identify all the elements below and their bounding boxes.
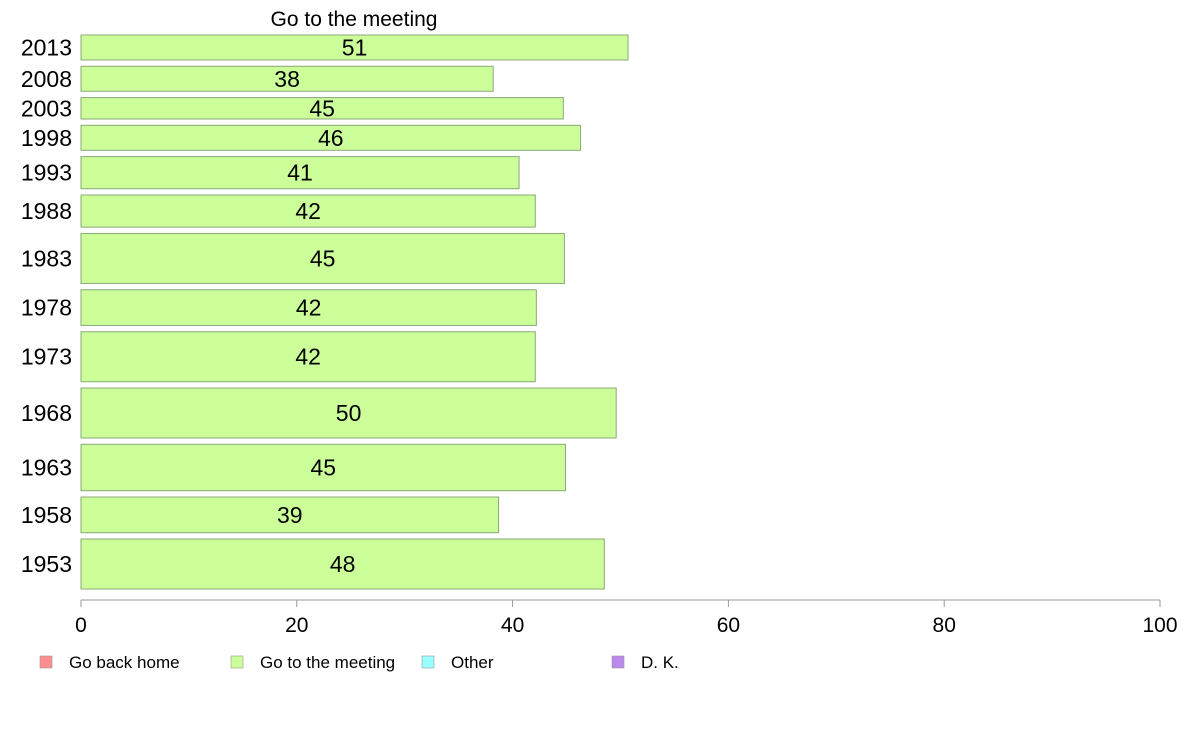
bar-value-label-1993: 41 — [287, 160, 313, 186]
y-axis-labels: 2013 2008 2003 1998 1993 1988 1983 1978 1973 1968… — [21, 34, 72, 577]
bar-value-label-1963: 45 — [310, 455, 336, 481]
bar-1953 — [80, 538, 605, 590]
y-tick-label-1968: 1968 — [21, 400, 72, 426]
bar-2003 — [80, 97, 564, 120]
bar-value-label-1988: 42 — [295, 198, 321, 224]
y-tick-label-1998: 1998 — [21, 125, 72, 151]
legend-swatch — [611, 655, 625, 669]
y-tick-label-2003: 2003 — [21, 95, 72, 121]
bar-value-label-2008: 38 — [274, 66, 300, 92]
bar-1993 — [80, 156, 520, 190]
y-tick-label-1988: 1988 — [21, 198, 72, 224]
bar-value-label-1953: 48 — [330, 551, 356, 577]
bar-1963 — [80, 443, 566, 492]
bar-value-label-2013: 51 — [342, 34, 368, 60]
y-tick-label-1958: 1958 — [21, 502, 72, 528]
x-axis: 0 20 40 60 80 100 — [75, 599, 1178, 637]
legend-swatch — [39, 655, 53, 669]
bar-1968 — [80, 387, 617, 439]
y-tick-label-1973: 1973 — [21, 344, 72, 370]
legend-swatch — [421, 655, 435, 669]
legend-swatch — [230, 655, 244, 669]
legend-label: Go back home — [69, 653, 180, 672]
x-tick-label: 80 — [933, 614, 956, 637]
x-tick-label: 40 — [501, 614, 524, 637]
bar-value-label-1998: 46 — [318, 125, 344, 151]
bar-1973 — [80, 331, 536, 383]
chart-title: Go to the meeting — [271, 8, 438, 31]
bar-value-label-2003: 45 — [309, 95, 335, 121]
bar-value-label-1958: 39 — [277, 502, 303, 528]
bar-value-label-1973: 42 — [295, 344, 321, 370]
bar-1998 — [80, 124, 582, 151]
bar-2008 — [80, 65, 494, 92]
bar-value-label-1983: 45 — [310, 245, 336, 271]
x-tick-label: 100 — [1142, 614, 1177, 637]
x-tick-label: 20 — [285, 614, 308, 637]
y-tick-label-1993: 1993 — [21, 160, 72, 186]
bar-1983 — [80, 232, 565, 284]
legend-label: D. K. — [641, 653, 679, 672]
bar-1958 — [80, 496, 500, 534]
bar-2013 — [80, 34, 629, 61]
bar-value-label-1968: 50 — [336, 400, 362, 426]
legend: Go back home Go to the meeting Other D. K. — [39, 653, 679, 672]
legend-label: Go to the meeting — [260, 653, 395, 672]
y-tick-label-1978: 1978 — [21, 295, 72, 321]
y-tick-label-2013: 2013 — [21, 34, 72, 60]
y-tick-label-2008: 2008 — [21, 66, 72, 92]
bar-value-label-1978: 42 — [296, 295, 322, 321]
y-tick-label-1953: 1953 — [21, 551, 72, 577]
y-tick-label-1963: 1963 — [21, 455, 72, 481]
legend-label: Other — [451, 653, 494, 672]
x-tick-label: 0 — [75, 614, 87, 637]
bar-1988 — [80, 194, 536, 228]
bar-1978 — [80, 289, 537, 326]
y-tick-label-1983: 1983 — [21, 245, 72, 271]
x-tick-label: 60 — [717, 614, 740, 637]
